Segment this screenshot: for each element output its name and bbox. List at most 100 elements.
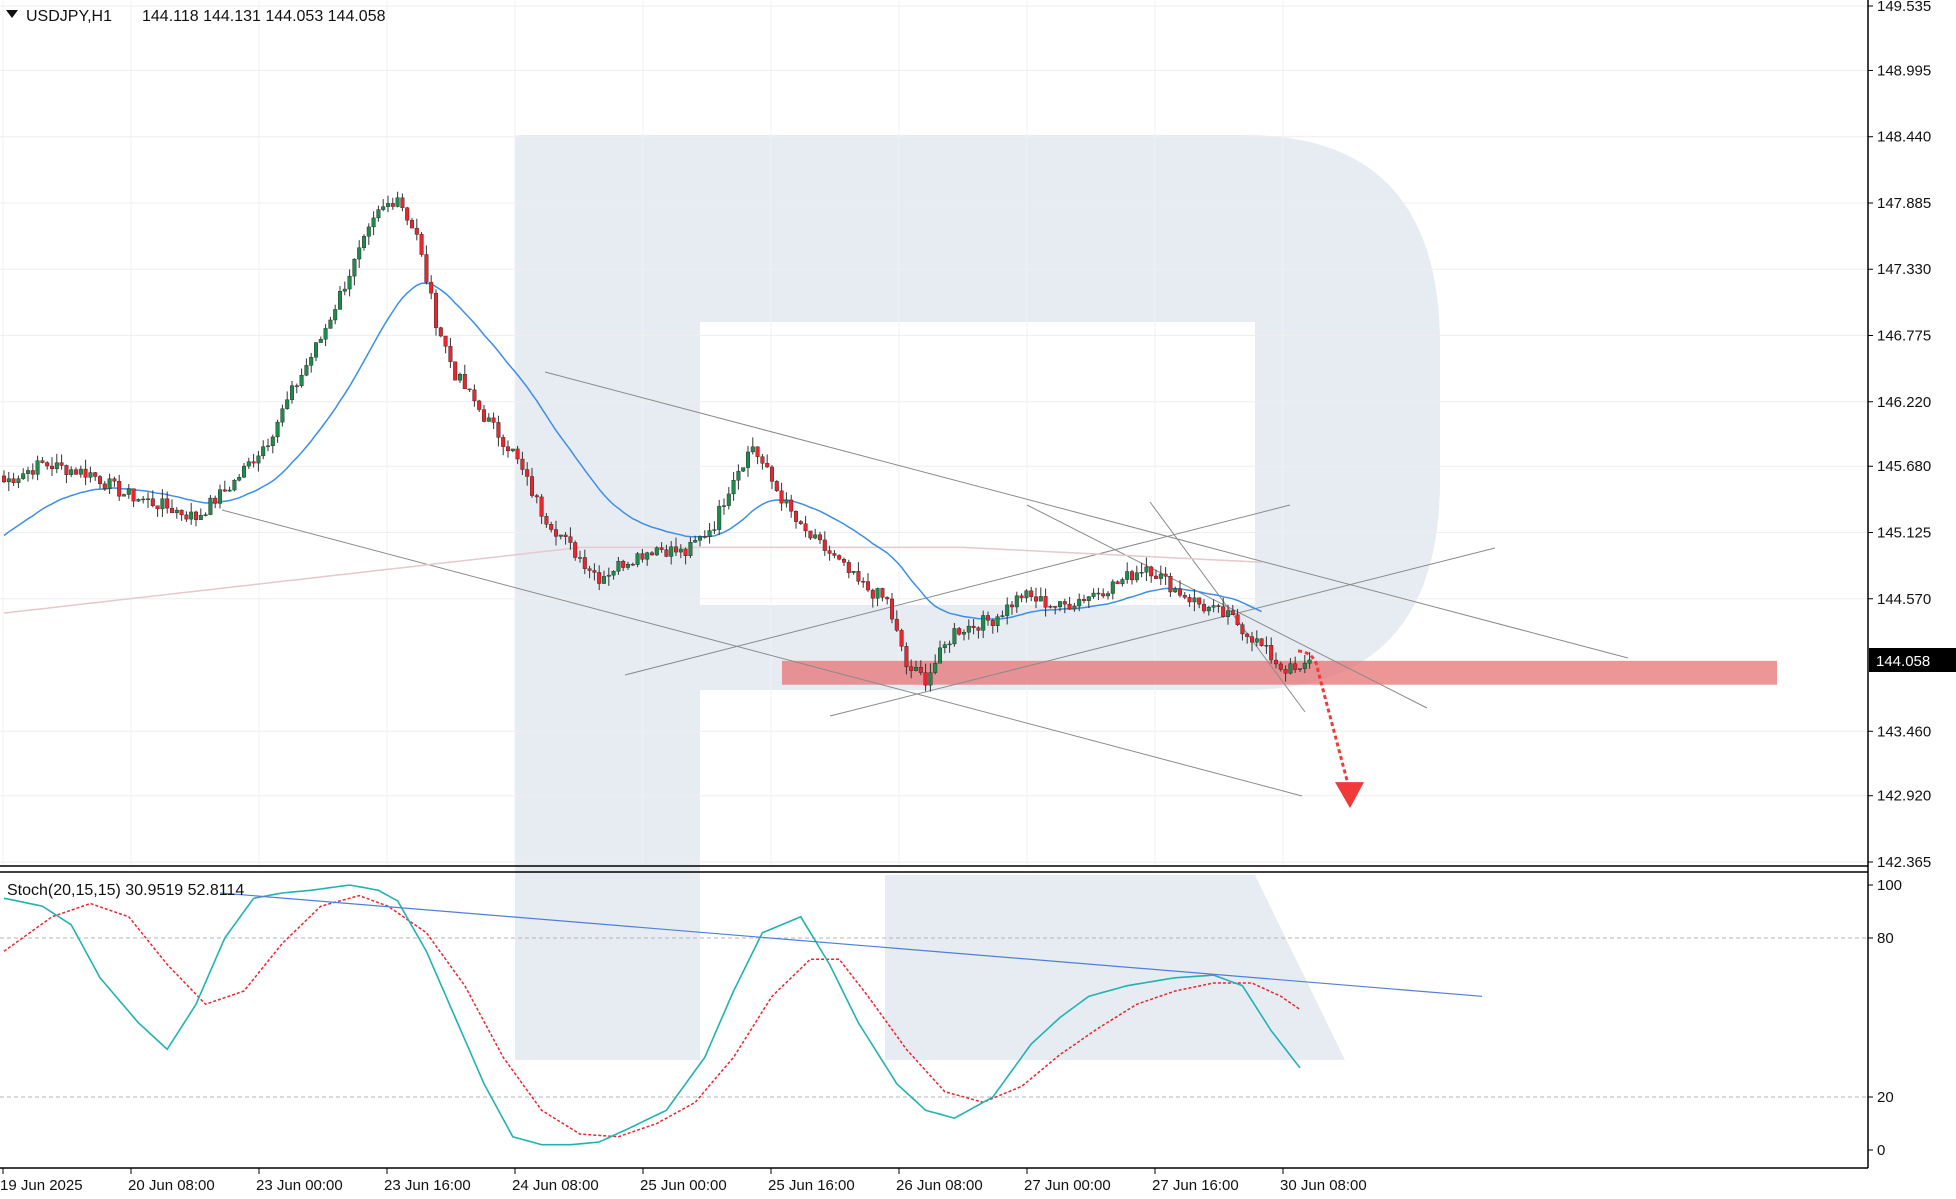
candle-body xyxy=(582,557,587,569)
candle-body xyxy=(434,292,439,328)
candle-body xyxy=(1057,601,1062,608)
candle-body xyxy=(1211,605,1216,608)
candle-body xyxy=(822,539,827,551)
candle-body xyxy=(290,385,295,400)
price-tick-label: 148.995 xyxy=(1877,62,1931,79)
candle-body xyxy=(717,505,722,530)
candle-body xyxy=(894,618,899,631)
candle-body xyxy=(179,509,184,516)
candle-body xyxy=(73,469,78,475)
candle-body xyxy=(837,555,842,560)
candle-body xyxy=(328,319,333,329)
candle-body xyxy=(136,499,141,502)
candle-body xyxy=(587,568,592,571)
candle-body xyxy=(606,574,611,577)
candle-body xyxy=(1134,572,1139,581)
candle-body xyxy=(347,275,352,290)
trendlines xyxy=(221,371,1629,797)
candle-body xyxy=(789,499,794,512)
time-tick-label: 25 Jun 16:00 xyxy=(768,1177,855,1194)
candle-body xyxy=(1038,596,1043,602)
candle-body xyxy=(193,511,198,520)
candle-body xyxy=(1221,606,1226,617)
candle-body xyxy=(597,572,602,584)
price-tick-label: 142.365 xyxy=(1877,854,1931,871)
candle-body xyxy=(971,625,976,628)
candle-body xyxy=(333,309,338,321)
candle-body xyxy=(1072,605,1077,610)
candle-body xyxy=(419,234,424,255)
candle-body xyxy=(654,547,659,556)
candle-body xyxy=(698,536,703,541)
candle-body xyxy=(870,589,875,599)
candle-body xyxy=(722,505,727,507)
candle-body xyxy=(184,514,189,520)
candle-body xyxy=(875,588,880,599)
candle-body xyxy=(1201,604,1206,612)
candle-body xyxy=(213,497,218,504)
stochastic-oscillator xyxy=(3,884,1483,1146)
candle-body xyxy=(626,563,631,568)
candle-body xyxy=(664,549,669,557)
candle-body xyxy=(78,468,83,475)
candle-body xyxy=(846,562,851,573)
candle-body xyxy=(784,499,789,504)
time-tick-label: 26 Jun 08:00 xyxy=(896,1177,983,1194)
candle-body xyxy=(1240,624,1245,635)
candle-body xyxy=(938,647,943,664)
candle-body xyxy=(472,389,477,402)
stoch-main-line xyxy=(3,884,1301,1146)
candle-body xyxy=(558,534,563,537)
ohlc-values: 144.118 144.131 144.053 144.058 xyxy=(142,8,386,25)
candle-body xyxy=(976,627,981,631)
candle-body xyxy=(707,530,712,538)
candle-body xyxy=(818,534,823,541)
candle-body xyxy=(241,465,246,478)
candle-body xyxy=(510,448,515,452)
candle-body xyxy=(1091,592,1096,597)
stoch-tick-label: 0 xyxy=(1877,1142,1885,1159)
candle-body xyxy=(1010,604,1015,608)
candlesticks xyxy=(2,191,1312,692)
candle-body xyxy=(482,409,487,422)
candle-body xyxy=(856,571,861,582)
candle-body xyxy=(602,576,607,584)
candle-body xyxy=(88,472,93,478)
candle-body xyxy=(914,667,919,671)
candle-body xyxy=(674,546,679,553)
candle-body xyxy=(578,557,583,559)
candle-body xyxy=(1307,659,1312,664)
price-grid xyxy=(0,0,1868,866)
candle-body xyxy=(808,530,813,539)
candle-body xyxy=(1182,595,1187,598)
candle-body xyxy=(1302,663,1307,669)
candle-body xyxy=(774,481,779,492)
candle-body xyxy=(928,672,933,686)
candle-body xyxy=(1043,596,1048,608)
price-tick-label: 142.920 xyxy=(1877,788,1931,805)
candle-body xyxy=(371,217,376,228)
candle-body xyxy=(813,534,818,539)
candle-body xyxy=(386,203,391,207)
candle-body xyxy=(318,338,323,343)
dropdown-triangle-icon[interactable] xyxy=(6,10,18,18)
candle-body xyxy=(309,357,314,366)
candle-body xyxy=(232,480,237,491)
candle-body xyxy=(414,227,419,235)
trendline xyxy=(221,509,1303,797)
current-price-tag: 144.058 xyxy=(1869,648,1956,672)
candle-body xyxy=(659,547,664,550)
time-tick-label: 27 Jun 00:00 xyxy=(1024,1177,1111,1194)
watermark-logo xyxy=(515,135,1440,1060)
candle-body xyxy=(30,470,35,475)
price-tick-label: 146.220 xyxy=(1877,394,1931,411)
candle-body xyxy=(69,469,74,475)
candle-body xyxy=(1125,571,1130,580)
projection-arrow xyxy=(1297,649,1364,809)
candle-body xyxy=(246,461,251,467)
candle-body xyxy=(35,460,40,475)
candle-body xyxy=(1264,645,1269,647)
candle-body xyxy=(1120,579,1125,585)
candle-body xyxy=(866,581,871,591)
candle-body xyxy=(1048,606,1053,608)
